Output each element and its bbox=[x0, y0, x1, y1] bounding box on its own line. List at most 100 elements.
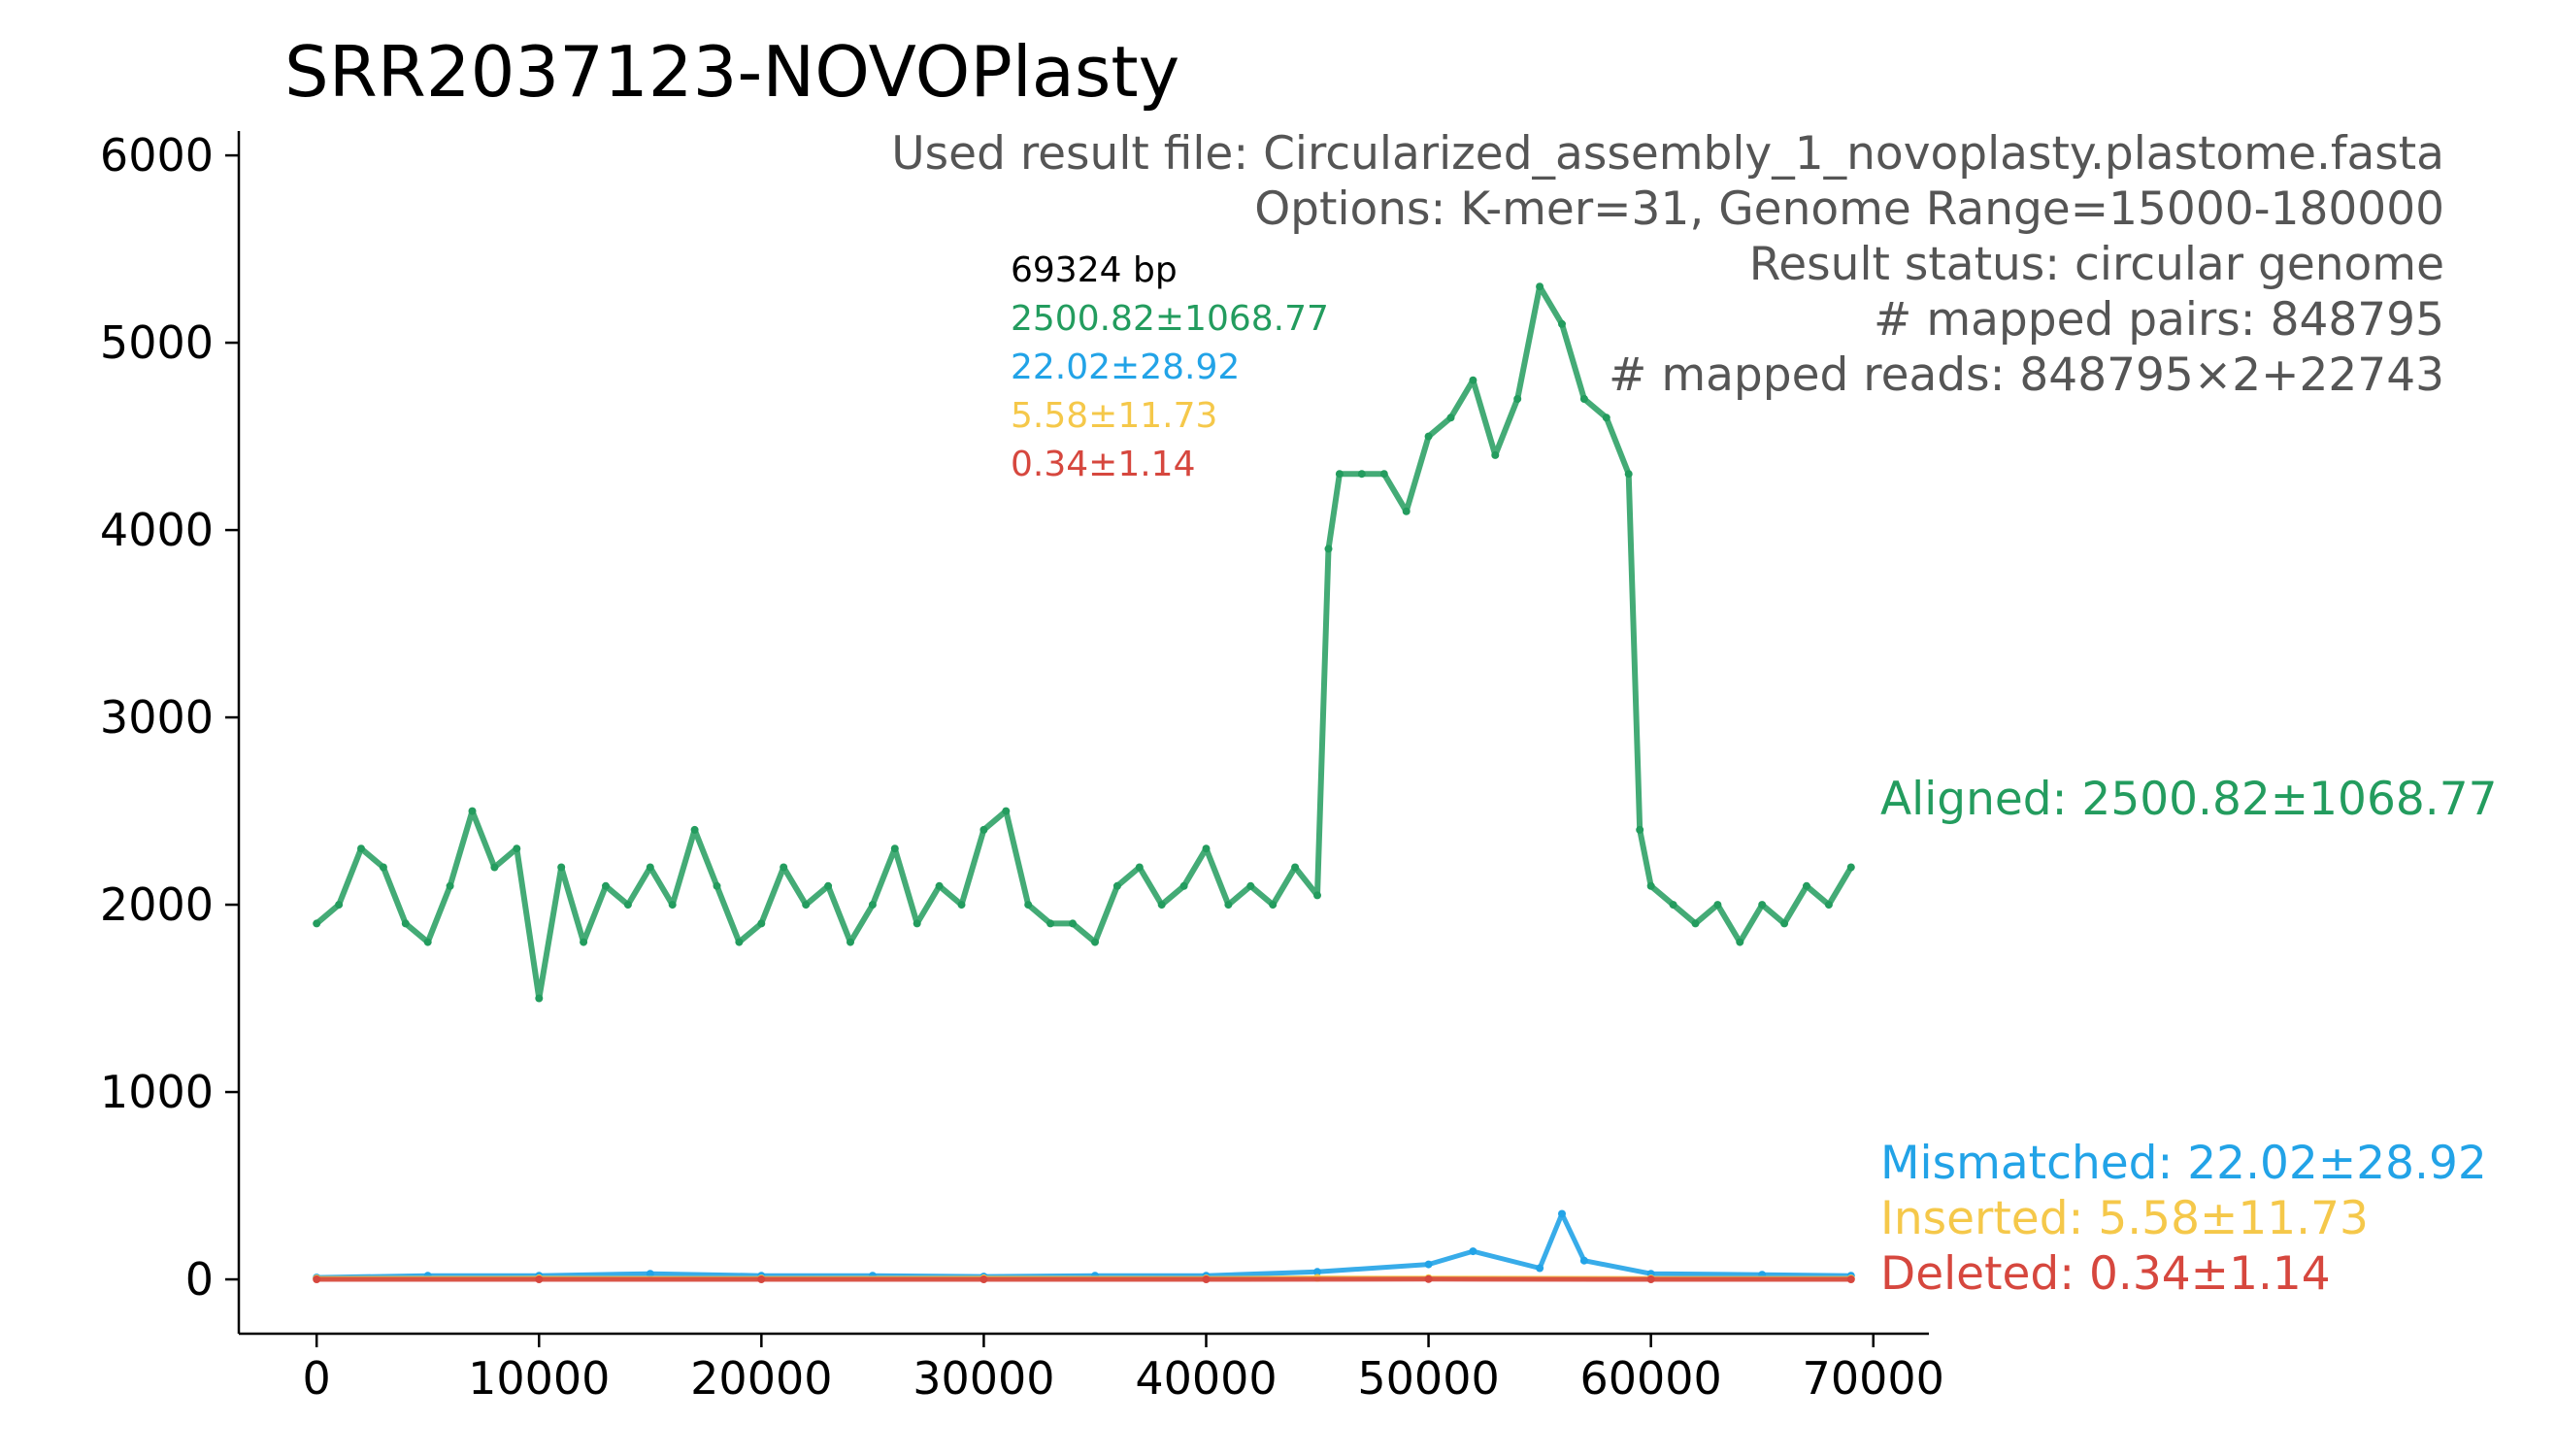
aligned-data-point bbox=[580, 938, 588, 946]
result-info: Used result file: Circularized_assembly_… bbox=[891, 126, 2444, 403]
aligned-data-point bbox=[1246, 881, 1255, 890]
mismatched-series bbox=[313, 1209, 1855, 1282]
aligned-data-point bbox=[757, 919, 766, 928]
mismatched-data-point bbox=[1558, 1209, 1566, 1218]
genome-length-text: 69324 bp bbox=[1011, 250, 1178, 290]
aligned-data-point bbox=[890, 844, 899, 853]
result-status-text: Result status: circular genome bbox=[1748, 238, 2444, 291]
aligned-data-point bbox=[824, 881, 833, 890]
aligned-data-point bbox=[1636, 825, 1644, 834]
deleted-data-point bbox=[1846, 1275, 1855, 1283]
aligned-data-point bbox=[602, 881, 610, 890]
mismatched-data-point bbox=[1313, 1268, 1321, 1276]
aligned-data-point bbox=[468, 807, 477, 815]
deleted-data-point bbox=[1424, 1274, 1433, 1283]
deleted-data-point bbox=[1202, 1275, 1211, 1283]
mismatched-data-point bbox=[1536, 1264, 1544, 1273]
aligned-data-point bbox=[1291, 863, 1300, 872]
aligned-data-point bbox=[357, 844, 365, 853]
aligned-data-point bbox=[1046, 919, 1055, 928]
x-tick-label: 50000 bbox=[1357, 1352, 1499, 1405]
aligned-data-point bbox=[513, 844, 521, 853]
aligned-data-point bbox=[313, 919, 321, 928]
aligned-data-point bbox=[1002, 807, 1011, 815]
aligned-data-point bbox=[1691, 919, 1700, 928]
y-tick-label: 5000 bbox=[100, 316, 214, 369]
chart-title: SRR2037123-NOVOPlasty bbox=[284, 31, 1180, 113]
mismatched-data-point bbox=[646, 1270, 654, 1278]
deleted-data-point bbox=[313, 1275, 321, 1283]
aligned-data-point bbox=[1758, 901, 1767, 910]
y-tick-label: 1000 bbox=[100, 1066, 214, 1118]
aligned-data-point bbox=[1091, 938, 1099, 946]
aligned-data-point bbox=[1469, 376, 1477, 384]
aligned-data-point bbox=[1803, 881, 1810, 890]
deleted-data-point bbox=[1646, 1275, 1655, 1283]
aligned-data-point bbox=[535, 994, 544, 1003]
plot-area bbox=[313, 282, 1855, 1283]
x-tick-label: 70000 bbox=[1803, 1352, 1944, 1405]
mismatched-data-point bbox=[1579, 1256, 1588, 1265]
aligned-data-point bbox=[1402, 507, 1411, 515]
x-tick-label: 60000 bbox=[1579, 1352, 1721, 1405]
aligned-data-point bbox=[490, 863, 499, 872]
aligned-data-point bbox=[735, 938, 744, 946]
inserted-stat: 5.58±11.73 bbox=[1011, 396, 1218, 436]
mismatched-series-line bbox=[316, 1211, 1851, 1280]
aligned-data-point bbox=[979, 825, 988, 834]
aligned-data-point bbox=[1736, 938, 1744, 946]
mapped-reads-text: # mapped reads: 848795×2+22743 bbox=[1609, 348, 2444, 402]
aligned-data-point bbox=[623, 901, 632, 910]
y-tick-label: 4000 bbox=[100, 504, 214, 556]
aligned-data-point bbox=[690, 825, 699, 834]
aligned-data-point bbox=[646, 863, 654, 872]
aligned-data-point bbox=[1713, 901, 1722, 910]
aligned-data-point bbox=[557, 863, 566, 872]
aligned-data-point bbox=[1179, 881, 1188, 890]
y-axis-ticks: 0 1000 2000 3000 4000 5000 6000 bbox=[100, 129, 239, 1306]
mismatched-data-point bbox=[1469, 1247, 1477, 1256]
deleted-series bbox=[313, 1274, 1855, 1283]
aligned-data-point bbox=[668, 901, 677, 910]
aligned-data-point bbox=[957, 901, 966, 910]
y-tick-label: 6000 bbox=[100, 129, 214, 182]
options-text: Options: K-mer=31, Genome Range=15000-18… bbox=[1254, 182, 2444, 236]
aligned-data-point bbox=[1224, 901, 1233, 910]
aligned-data-point bbox=[1669, 901, 1677, 910]
aligned-series-line bbox=[315, 283, 1854, 1002]
deleted-series-label: Deleted: 0.34±1.14 bbox=[1880, 1247, 2331, 1301]
x-tick-label: 0 bbox=[303, 1352, 331, 1405]
summary-stats: 69324 bp 2500.82±1068.77 22.02±28.92 5.5… bbox=[1011, 247, 1329, 489]
result-file-text: Used result file: Circularized_assembly_… bbox=[891, 127, 2444, 181]
aligned-series bbox=[313, 282, 1855, 1003]
aligned-data-point bbox=[379, 863, 387, 872]
aligned-data-point bbox=[423, 938, 432, 946]
aligned-data-point bbox=[1157, 901, 1166, 910]
aligned-data-point bbox=[1379, 470, 1388, 479]
aligned-stat: 2500.82±1068.77 bbox=[1011, 299, 1329, 339]
deleted-stat: 0.34±1.14 bbox=[1011, 445, 1196, 484]
aligned-data-point bbox=[846, 938, 854, 946]
deleted-data-point bbox=[757, 1275, 766, 1283]
deleted-data-point bbox=[979, 1275, 988, 1283]
mismatched-stat: 22.02±28.92 bbox=[1011, 347, 1241, 387]
aligned-data-point bbox=[1558, 319, 1566, 328]
aligned-data-point bbox=[780, 863, 788, 872]
aligned-data-point bbox=[913, 919, 921, 928]
aligned-data-point bbox=[1624, 470, 1633, 479]
mapped-pairs-text: # mapped pairs: 848795 bbox=[1874, 293, 2444, 347]
aligned-data-point bbox=[1269, 901, 1278, 910]
aligned-data-point bbox=[1202, 844, 1211, 853]
mismatched-series-label: Mismatched: 22.02±28.92 bbox=[1880, 1137, 2487, 1190]
aligned-data-point bbox=[1424, 432, 1433, 441]
aligned-data-point bbox=[1112, 881, 1121, 890]
aligned-data-point bbox=[868, 901, 877, 910]
inserted-series-label: Inserted: 5.58±11.73 bbox=[1880, 1192, 2369, 1245]
aligned-data-point bbox=[1491, 450, 1500, 459]
aligned-data-point bbox=[335, 901, 344, 910]
aligned-data-point bbox=[1069, 919, 1077, 928]
aligned-series-label: Aligned: 2500.82±1068.77 bbox=[1880, 773, 2498, 826]
aligned-data-point bbox=[1579, 395, 1588, 403]
x-axis-ticks: 0 10000 20000 30000 40000 50000 60000 70000 bbox=[303, 1334, 1944, 1405]
